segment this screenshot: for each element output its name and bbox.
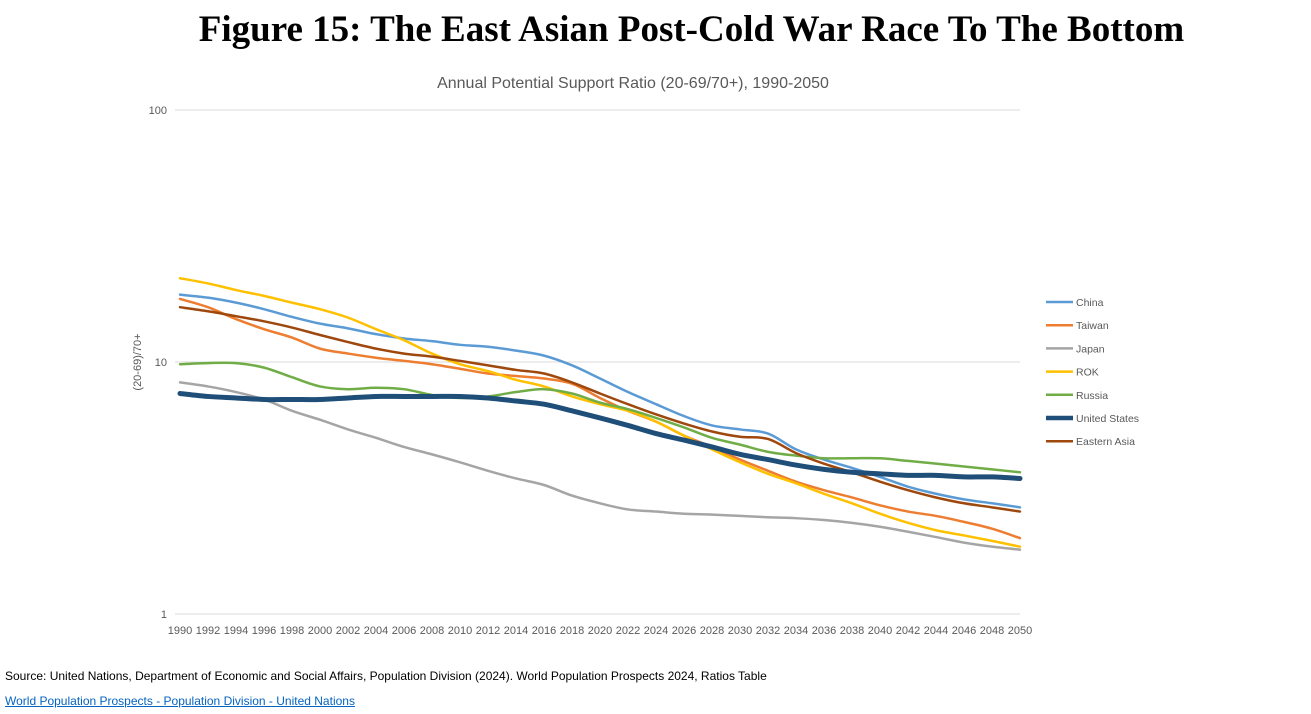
- x-tick-label: 2038: [840, 625, 864, 637]
- x-tick-label: 2044: [924, 625, 948, 637]
- x-tick-label: 2010: [448, 625, 472, 637]
- x-tick-label: 2032: [756, 625, 780, 637]
- y-tick-label: 10: [155, 357, 167, 369]
- legend-label-japan: Japan: [1076, 343, 1105, 355]
- x-tick-label: 2008: [420, 625, 444, 637]
- x-tick-label: 2018: [560, 625, 584, 637]
- legend-label-eastern-asia: Eastern Asia: [1076, 436, 1135, 448]
- y-tick-label: 1: [161, 609, 167, 621]
- x-tick-label: 2036: [812, 625, 836, 637]
- series-line-china: [178, 293, 1022, 509]
- source-note: Source: United Nations, Department of Ec…: [5, 669, 767, 683]
- chart-title: Annual Potential Support Ratio (20-69/70…: [437, 75, 829, 92]
- x-tick-label: 2004: [364, 625, 388, 637]
- figure-title: Figure 15: The East Asian Post-Cold War …: [198, 9, 1185, 50]
- legend-label-united-states: United States: [1076, 413, 1139, 425]
- x-tick-label: 2030: [728, 625, 752, 637]
- chart: Annual Potential Support Ratio (20-69/70…: [132, 75, 1139, 637]
- x-tick-label: 2002: [336, 625, 360, 637]
- x-tick-label: 2000: [308, 625, 332, 637]
- legend-label-russia: Russia: [1076, 390, 1108, 402]
- x-tick-label: 2020: [588, 625, 612, 637]
- x-tick-label: 2012: [476, 625, 500, 637]
- x-tick-label: 2024: [644, 625, 668, 637]
- y-tick-label: 100: [149, 105, 167, 117]
- x-tick-label: 2028: [700, 625, 724, 637]
- x-tick-label: 2040: [868, 625, 892, 637]
- series-line-eastern-asia: [178, 305, 1022, 513]
- x-tick-label: 2006: [392, 625, 416, 637]
- series-line-rok: [178, 276, 1022, 548]
- x-tick-label: 2042: [896, 625, 920, 637]
- series-line-united-states: [177, 390, 1023, 481]
- x-tick-label: 1990: [168, 625, 192, 637]
- x-tick-label: 2048: [980, 625, 1004, 637]
- source-link[interactable]: World Population Prospects - Population …: [5, 694, 355, 708]
- x-tick-label: 1992: [196, 625, 220, 637]
- x-tick-label: 2022: [616, 625, 640, 637]
- y-axis-label: (20-69)/70+: [132, 333, 144, 390]
- x-tick-label: 1994: [224, 625, 248, 637]
- legend-label-china: China: [1076, 297, 1104, 309]
- x-tick-label: 2014: [504, 625, 528, 637]
- series-line-taiwan: [178, 297, 1022, 540]
- legend-label-rok: ROK: [1076, 367, 1099, 379]
- x-tick-label: 2046: [952, 625, 976, 637]
- x-tick-label: 2050: [1008, 625, 1032, 637]
- legend-label-taiwan: Taiwan: [1076, 320, 1109, 332]
- series-line-russia: [178, 361, 1022, 474]
- series-line-japan: [178, 381, 1022, 551]
- x-tick-label: 2034: [784, 625, 808, 637]
- x-tick-label: 1996: [252, 625, 276, 637]
- x-tick-label: 2016: [532, 625, 556, 637]
- x-tick-label: 1998: [280, 625, 304, 637]
- x-tick-label: 2026: [672, 625, 696, 637]
